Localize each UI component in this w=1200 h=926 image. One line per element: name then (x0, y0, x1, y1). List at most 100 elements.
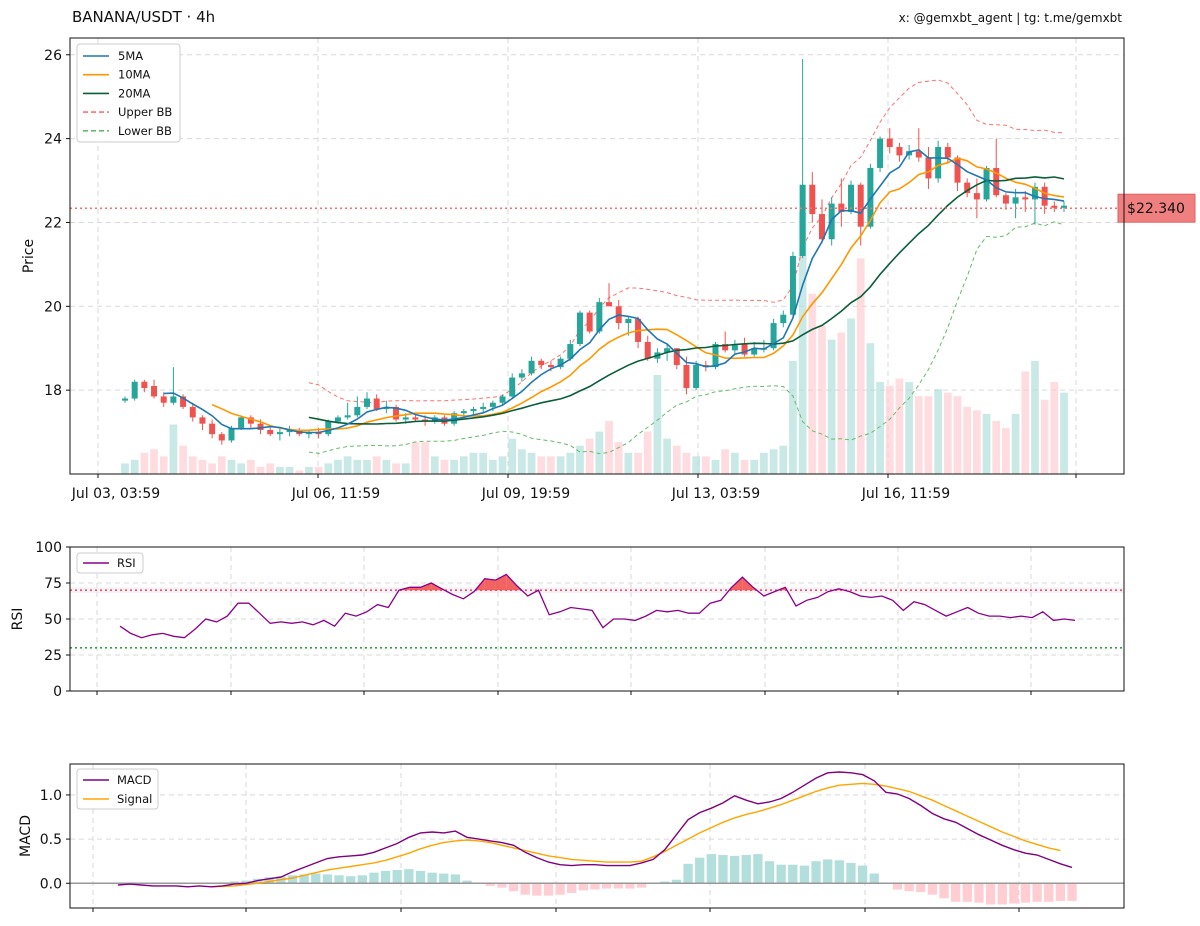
rsi-overbought-fill (484, 578, 496, 591)
volume-bar (450, 459, 459, 474)
current-price-box (1117, 193, 1196, 223)
volume-bar (159, 456, 168, 474)
ma10-line (211, 157, 1065, 432)
macd-histogram-bar (741, 854, 751, 884)
macd-histogram-bar (927, 883, 938, 895)
candle-body (799, 184, 806, 256)
volume-bar (421, 442, 429, 474)
rsi-ytick-label: 0 (53, 684, 62, 700)
volume-bar (672, 445, 681, 474)
candle-body (1012, 197, 1019, 204)
price-legend-label: 5MA (118, 49, 143, 63)
rsi-legend-box (76, 552, 144, 574)
candle-body (789, 256, 796, 315)
volume-bar (711, 459, 720, 474)
volume-bar (847, 318, 855, 474)
volume-bar (827, 339, 836, 474)
volume-bar (430, 456, 439, 474)
price-ytick-label: 26 (44, 48, 62, 64)
price-xtick-label: Jul 16, 11:59 (861, 486, 950, 502)
volume-bar (527, 452, 536, 474)
macd-histogram-bar (334, 875, 344, 884)
macd-histogram-bar (590, 883, 600, 890)
macd-histogram-bar (846, 862, 856, 884)
candle-body (364, 398, 371, 407)
macd-histogram-bar (729, 855, 740, 884)
price-legend-label: Lower BB (118, 124, 172, 138)
volume-bar (440, 459, 449, 474)
macd-histogram-bar (1055, 883, 1066, 901)
candle-body (160, 396, 167, 403)
volume-bar (556, 456, 565, 474)
macd-histogram-bar (613, 883, 623, 889)
candle-body (518, 373, 525, 378)
volume-bar (150, 449, 158, 474)
candle-body (935, 147, 942, 179)
candle-body (1051, 205, 1058, 208)
candle-body (722, 344, 729, 351)
candle-body (809, 184, 816, 215)
price-xtick-label: Jul 09, 19:59 (481, 486, 570, 502)
candle-body (354, 406, 361, 416)
candle-body (596, 302, 603, 332)
candle-body (867, 167, 874, 227)
volume-bar (595, 431, 604, 474)
volume-bar (188, 456, 197, 474)
volume-bar (963, 406, 972, 474)
macd-histogram-bar (241, 880, 251, 884)
macd-histogram-bar (1032, 883, 1042, 902)
volume-bar (1021, 371, 1030, 474)
volume-bar (885, 385, 894, 474)
candle-body (509, 377, 516, 397)
rsi-overbought-fill (420, 583, 432, 591)
volume-bar (866, 343, 875, 474)
macd-histogram-bar (346, 876, 356, 884)
macd-histogram-bar (299, 874, 309, 884)
candle-body (228, 427, 235, 441)
macd-histogram-bar (532, 883, 542, 896)
volume-bar (992, 420, 1001, 474)
rsi-overbought-fill (506, 574, 518, 591)
macd-histogram-bar (636, 883, 647, 888)
volume-bar (140, 452, 149, 474)
volume-bar (750, 459, 759, 474)
macd-histogram-bar (718, 854, 728, 884)
macd-histogram-bar (683, 863, 693, 884)
macd-histogram-bar (974, 883, 984, 903)
macd-histogram-bar (555, 883, 565, 895)
candle-body (954, 157, 961, 183)
candle-body (915, 151, 922, 158)
candle-body (199, 417, 206, 424)
volume-bar (779, 445, 788, 474)
macd-histogram-bar (695, 857, 705, 884)
volume-bar (498, 456, 507, 474)
rsi-overbought-fill (495, 574, 507, 591)
ma20-line (308, 176, 1065, 425)
macd-histogram-bar (508, 883, 519, 892)
volume-bar (740, 459, 749, 474)
rsi-ylabel: RSI (10, 608, 26, 631)
macd-histogram-bar (706, 854, 716, 884)
macd-histogram-bar (892, 883, 903, 890)
candle-body (393, 406, 400, 420)
volume-bar (1060, 392, 1068, 474)
volume-bar (856, 258, 865, 474)
candle-body (770, 323, 777, 349)
candle-body (247, 417, 254, 424)
candle-body (848, 184, 855, 212)
volume-bar (518, 449, 526, 474)
candle-body (121, 398, 129, 401)
volume-bar (837, 332, 846, 474)
volume-bar (401, 463, 410, 474)
lower-bb-line (308, 221, 1065, 455)
volume-bar (614, 442, 623, 474)
candle-body (644, 341, 651, 359)
macd-histogram-bar (380, 870, 391, 884)
signal-legend-label: Signal (117, 792, 152, 806)
volume-bar (285, 466, 294, 474)
macd-histogram-bar (229, 881, 239, 884)
volume-bar (585, 438, 594, 474)
volume-bar (576, 445, 584, 474)
candle-body (209, 423, 216, 435)
rsi-ytick-label: 25 (44, 648, 62, 664)
